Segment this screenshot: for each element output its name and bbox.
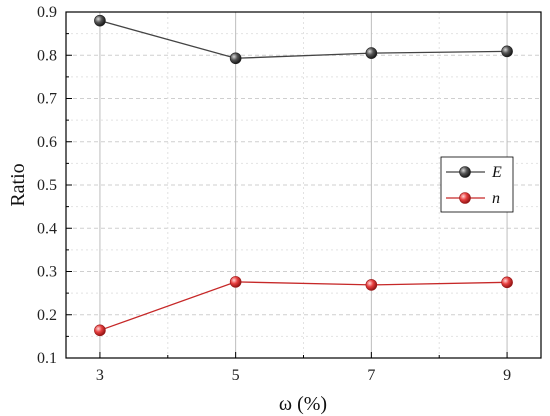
x-tick-label: 9 — [503, 367, 511, 384]
data-point-E — [501, 45, 513, 58]
series-line-n — [99, 281, 508, 331]
legend-box — [440, 156, 514, 213]
x-tick-label: 7 — [367, 367, 375, 384]
y-tick-label: 0.3 — [37, 264, 57, 281]
plot-frame — [65, 11, 542, 359]
y-tick-label: 0.6 — [37, 134, 57, 151]
data-point-E — [365, 47, 378, 59]
y-axis-title: Ratio — [7, 163, 29, 206]
y-tick-label: 0.9 — [37, 4, 57, 21]
y-tick-label: 0.1 — [37, 350, 57, 367]
x-tick-label: 5 — [232, 367, 240, 384]
data-point-n — [94, 324, 106, 337]
series-layer — [94, 14, 513, 337]
legend-label-n: n — [492, 190, 500, 207]
data-point-E — [94, 14, 106, 27]
series-line-E — [99, 20, 508, 59]
legend: En — [440, 156, 514, 213]
y-tick-label: 0.7 — [37, 91, 57, 108]
axes: 0.1 0.2 0.3 0.4 0.5 0.6 0.7 0.8 0.9 3 5 7 9 — [37, 4, 542, 384]
x-tick-label: 3 — [96, 367, 104, 384]
data-point-n — [365, 279, 378, 291]
legend-marker-n — [459, 192, 471, 204]
data-point-n — [229, 276, 242, 288]
y-tick-label: 0.4 — [37, 220, 57, 237]
data-point-n — [501, 276, 513, 289]
legend-label-E: E — [491, 164, 502, 181]
y-tick-label: 0.8 — [37, 47, 57, 64]
y-tick-label: 0.2 — [37, 307, 57, 324]
data-point-E — [229, 52, 242, 65]
legend-marker-E — [459, 166, 471, 178]
x-axis-title: ω (%) — [279, 393, 327, 415]
y-tick-label: 0.5 — [37, 177, 57, 194]
